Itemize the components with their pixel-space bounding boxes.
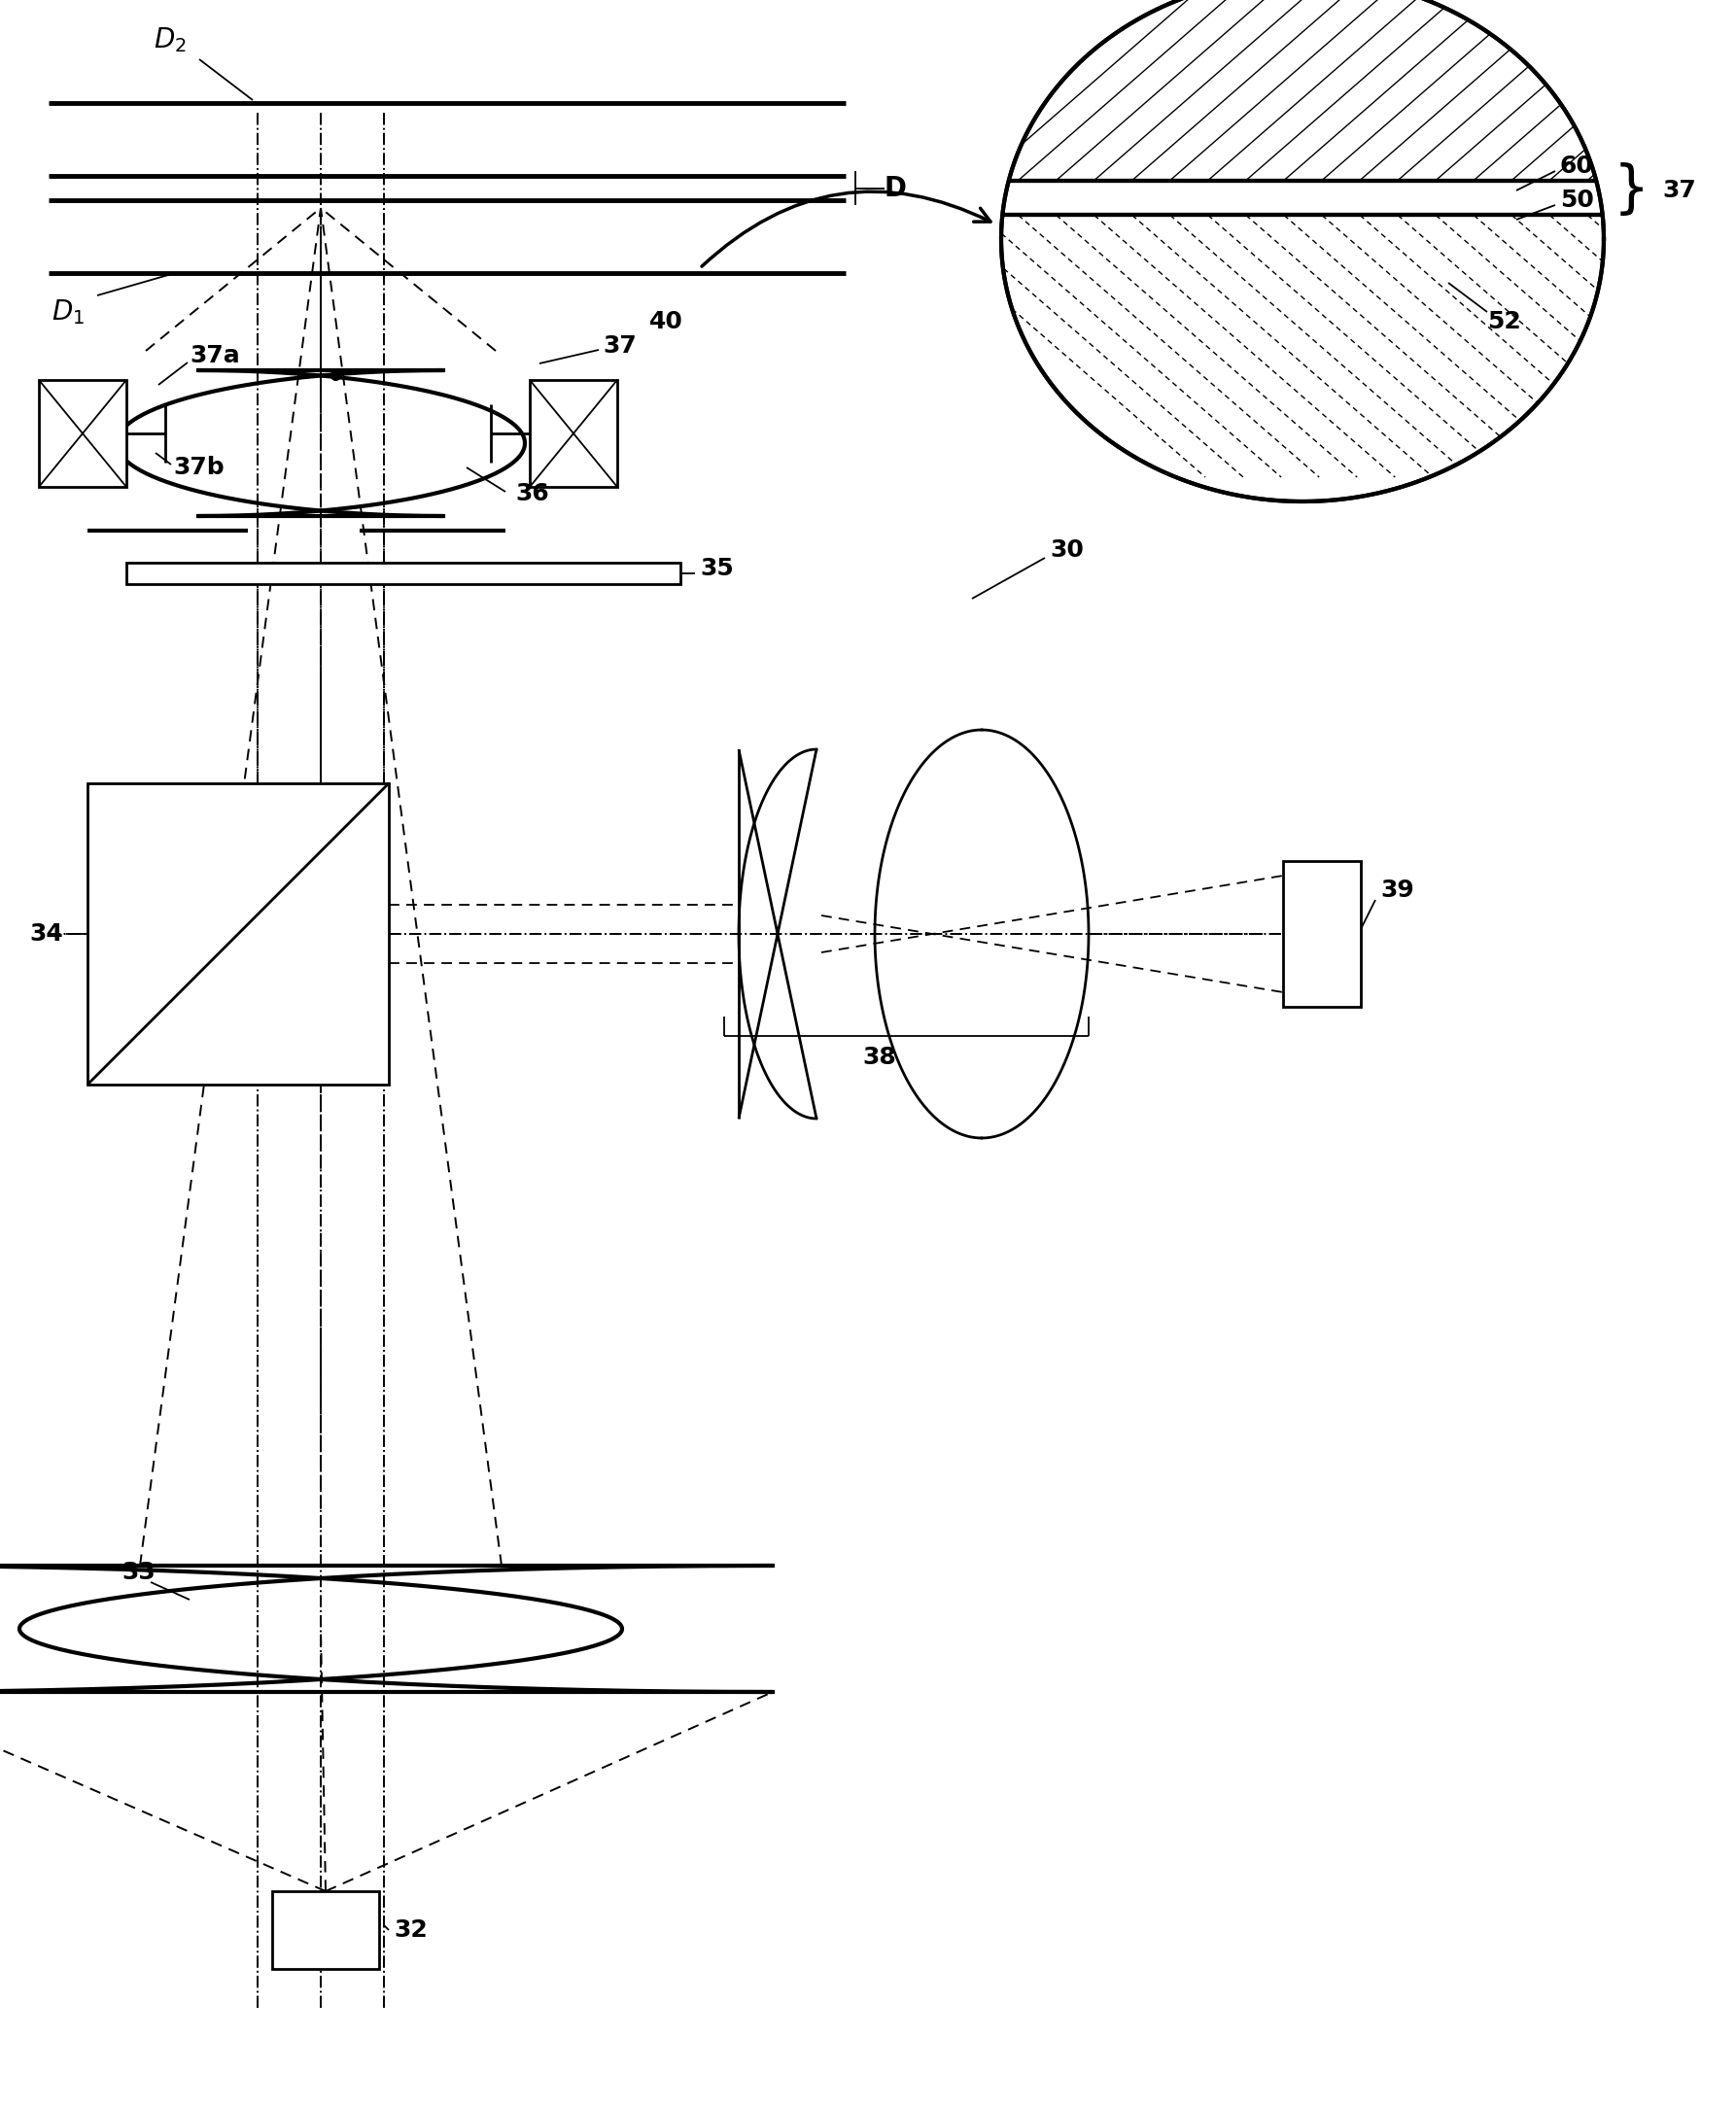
Text: 39: 39 (1380, 878, 1415, 901)
Text: 37: 37 (602, 335, 637, 358)
Text: D: D (885, 175, 906, 202)
Text: 60: 60 (1561, 154, 1594, 177)
Text: 50: 50 (1561, 189, 1594, 213)
Text: 37a: 37a (189, 343, 240, 368)
Text: 35: 35 (700, 558, 734, 581)
Bar (273, 1890, 378, 1968)
Text: 52: 52 (1488, 309, 1521, 333)
Text: 36: 36 (516, 482, 549, 505)
FancyArrowPatch shape (701, 192, 991, 267)
Text: 34: 34 (30, 922, 62, 945)
Text: 40: 40 (649, 309, 684, 333)
Bar (1283, 861, 1361, 1006)
Text: 37b: 37b (174, 457, 224, 480)
Bar (87, 783, 389, 1084)
Text: 38: 38 (863, 1046, 896, 1069)
Text: $D_1$: $D_1$ (52, 297, 85, 326)
Bar (38, 381, 127, 486)
Text: 37: 37 (1661, 179, 1696, 202)
Text: $D_2$: $D_2$ (155, 25, 186, 55)
Text: 30: 30 (1050, 539, 1083, 562)
Bar (127, 562, 681, 583)
Text: 33: 33 (122, 1560, 155, 1585)
Text: }: } (1613, 162, 1649, 219)
Text: 32: 32 (394, 1918, 427, 1941)
Bar (529, 381, 618, 486)
